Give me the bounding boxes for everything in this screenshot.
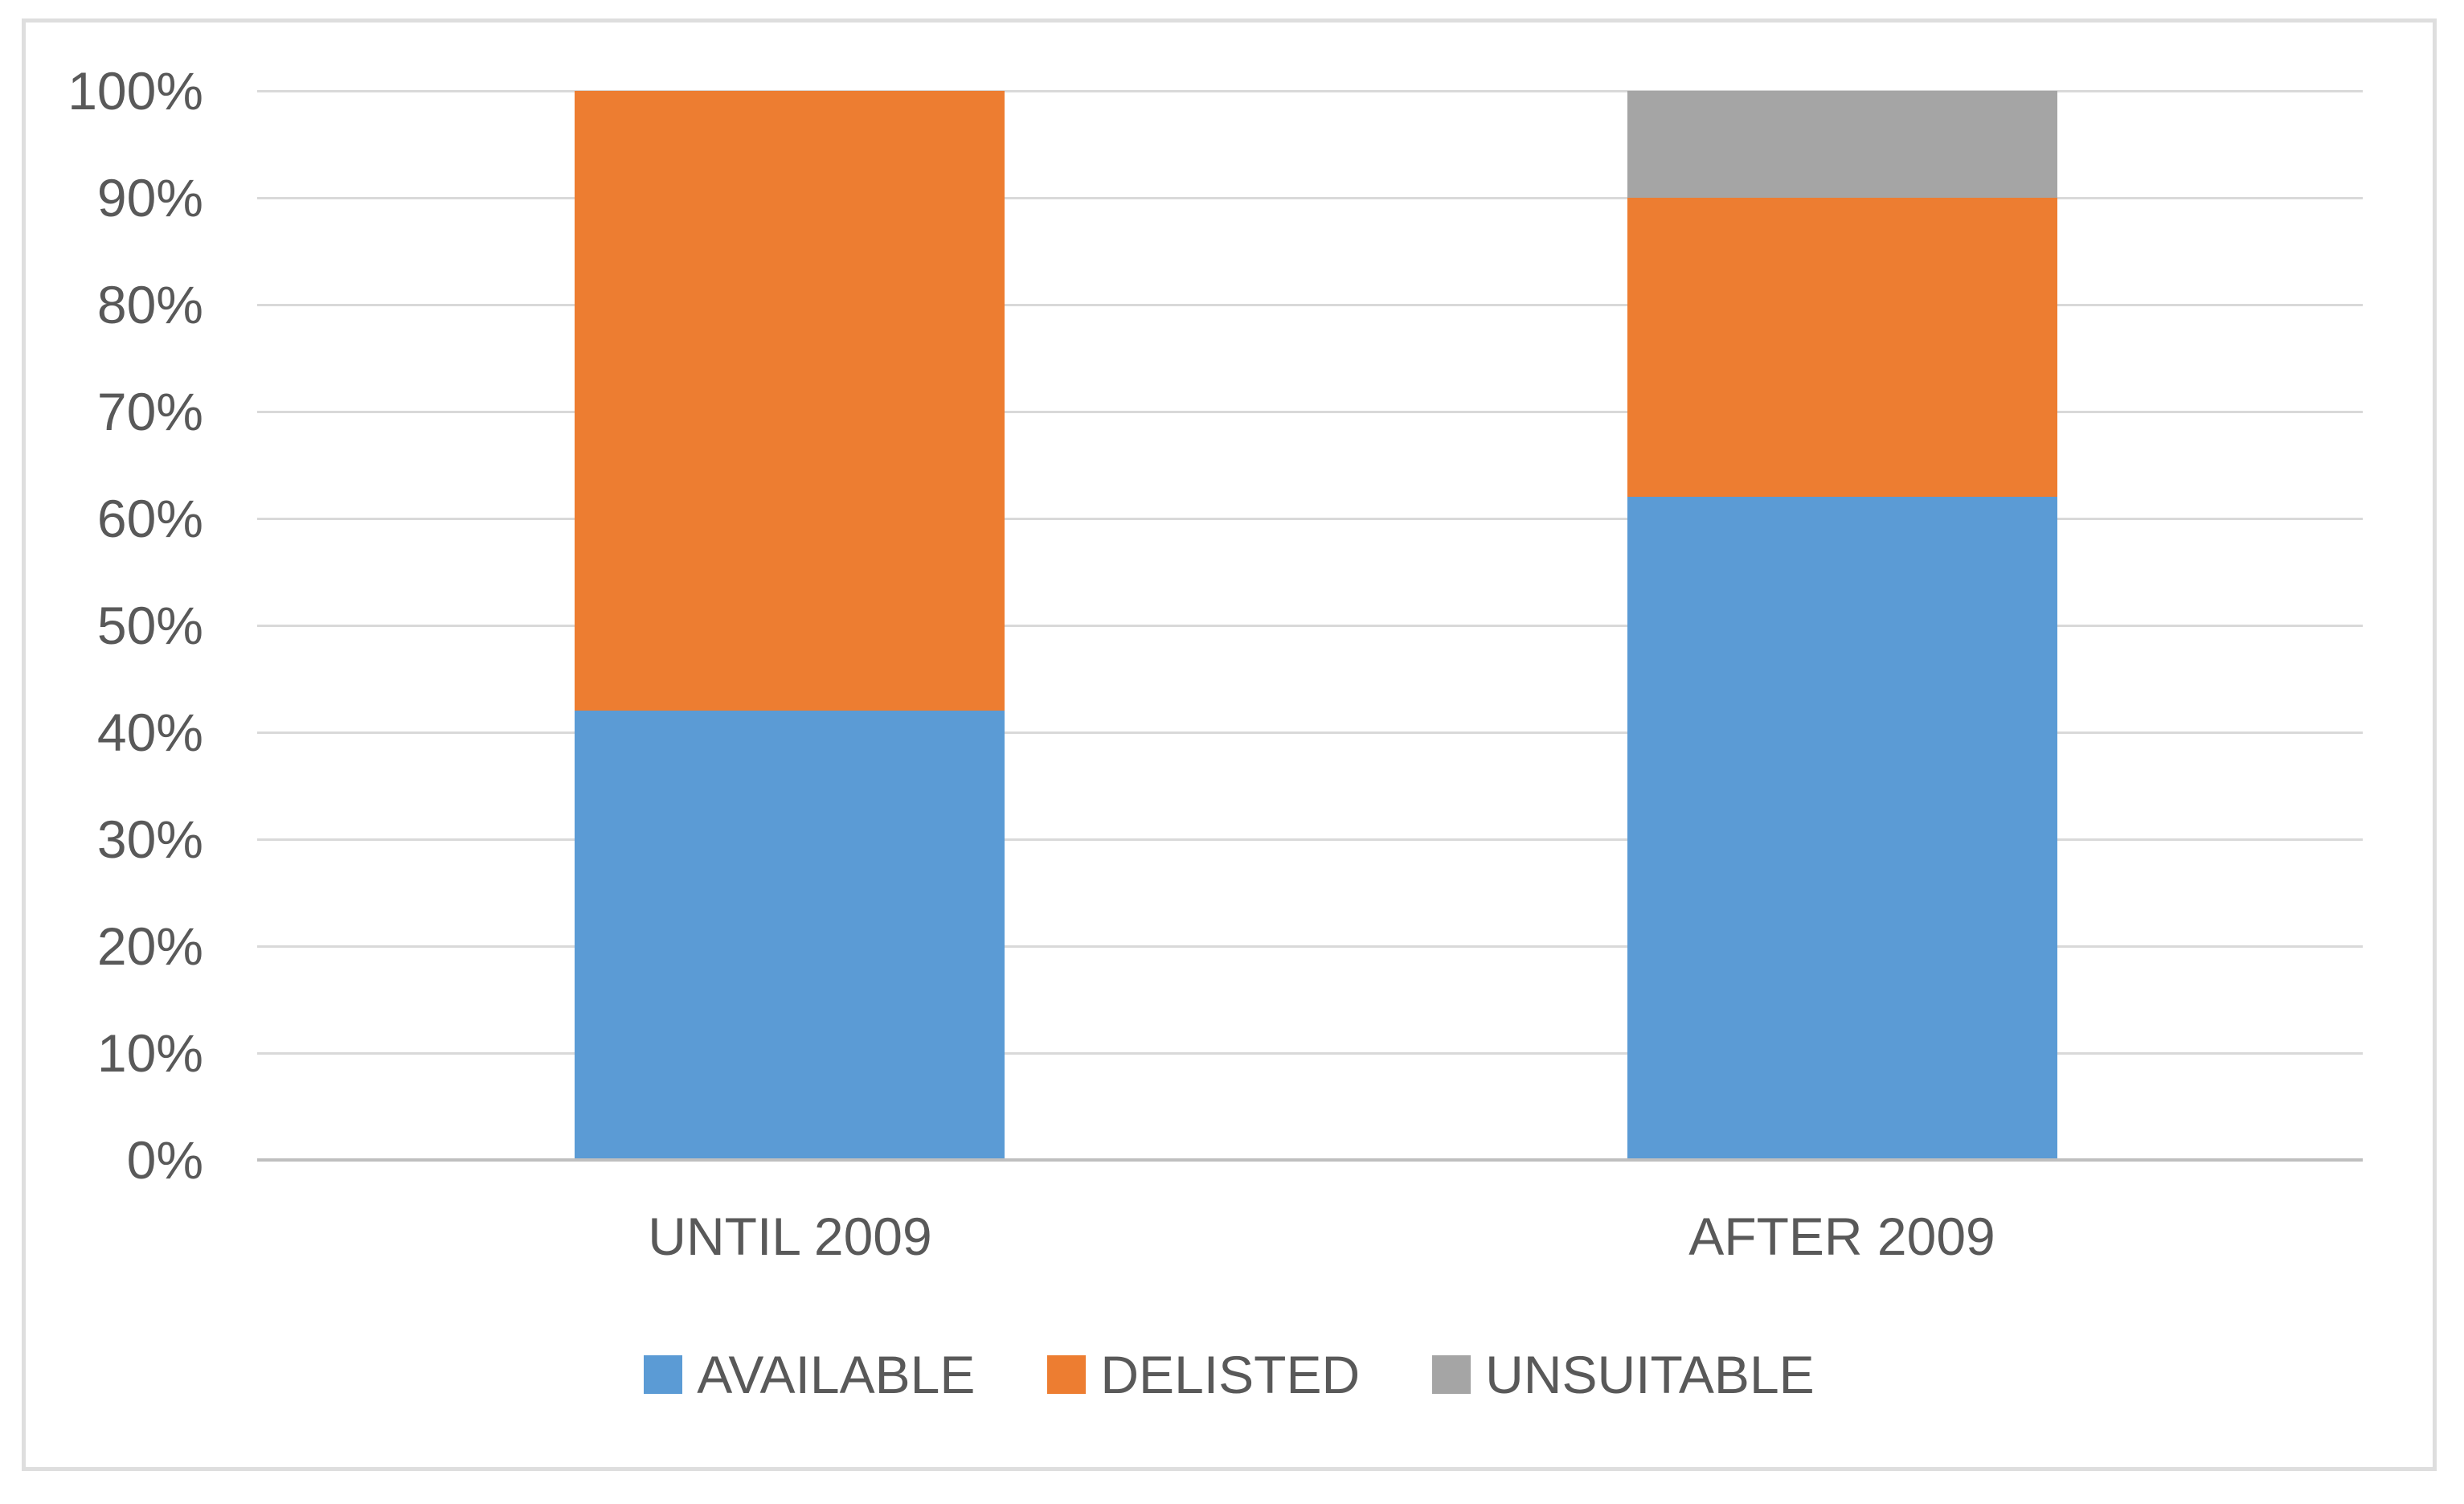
y-tick-label-0pct: 0% [126, 1130, 203, 1190]
y-tick-label-20pct: 20% [96, 916, 203, 976]
bar-segment-available-after-2009 [1627, 497, 2057, 1160]
gridline-20 [257, 945, 2363, 948]
y-tick-label-60pct: 60% [96, 489, 203, 548]
x-axis-line [257, 1158, 2363, 1162]
bar-until-2009 [575, 91, 1005, 1160]
x-axis-label-until-2009: UNTIL 2009 [648, 1207, 932, 1266]
y-tick-label-80pct: 80% [96, 275, 203, 334]
legend-swatch-delisted-icon [1047, 1355, 1087, 1394]
y-tick-label-30pct: 30% [96, 809, 203, 869]
legend-label-delisted: DELISTED [1100, 1345, 1361, 1404]
bar-segment-delisted-after-2009 [1627, 198, 2057, 497]
y-axis: 0% 10% 20% 30% 40% 50% 60% 70% 80% 90% 100% [0, 0, 203, 1504]
y-tick-label-50pct: 50% [96, 596, 203, 655]
bar-segment-available-until-2009 [575, 711, 1005, 1160]
y-tick-label-100pct: 100% [68, 61, 203, 121]
plot-area [257, 90, 2363, 1162]
gridline-90 [257, 197, 2363, 199]
gridline-30 [257, 838, 2363, 841]
legend-swatch-available-icon [644, 1355, 683, 1394]
bar-segment-unsuitable-after-2009 [1627, 91, 2057, 198]
legend-item-unsuitable: UNSUITABLE [1432, 1344, 1815, 1405]
legend-swatch-unsuitable-icon [1432, 1355, 1471, 1394]
gridline-60 [257, 518, 2363, 520]
legend-label-available: AVAILABLE [697, 1345, 976, 1404]
bar-segment-delisted-until-2009 [575, 91, 1005, 711]
bar-after-2009 [1627, 91, 2057, 1160]
gridline-10 [257, 1052, 2363, 1055]
legend: AVAILABLE DELISTED UNSUITABLE [22, 1341, 2437, 1408]
gridline-100 [257, 90, 2363, 92]
x-axis-label-after-2009: AFTER 2009 [1688, 1207, 1995, 1266]
gridline-70 [257, 411, 2363, 413]
legend-label-unsuitable: UNSUITABLE [1485, 1345, 1815, 1404]
legend-item-available: AVAILABLE [644, 1344, 975, 1405]
y-tick-label-70pct: 70% [96, 382, 203, 441]
y-tick-label-10pct: 10% [96, 1023, 203, 1083]
gridline-80 [257, 304, 2363, 306]
gridline-40 [257, 732, 2363, 734]
legend-item-delisted: DELISTED [1047, 1344, 1360, 1405]
gridline-50 [257, 625, 2363, 627]
y-tick-label-40pct: 40% [96, 703, 203, 762]
y-tick-label-90pct: 90% [96, 168, 203, 227]
